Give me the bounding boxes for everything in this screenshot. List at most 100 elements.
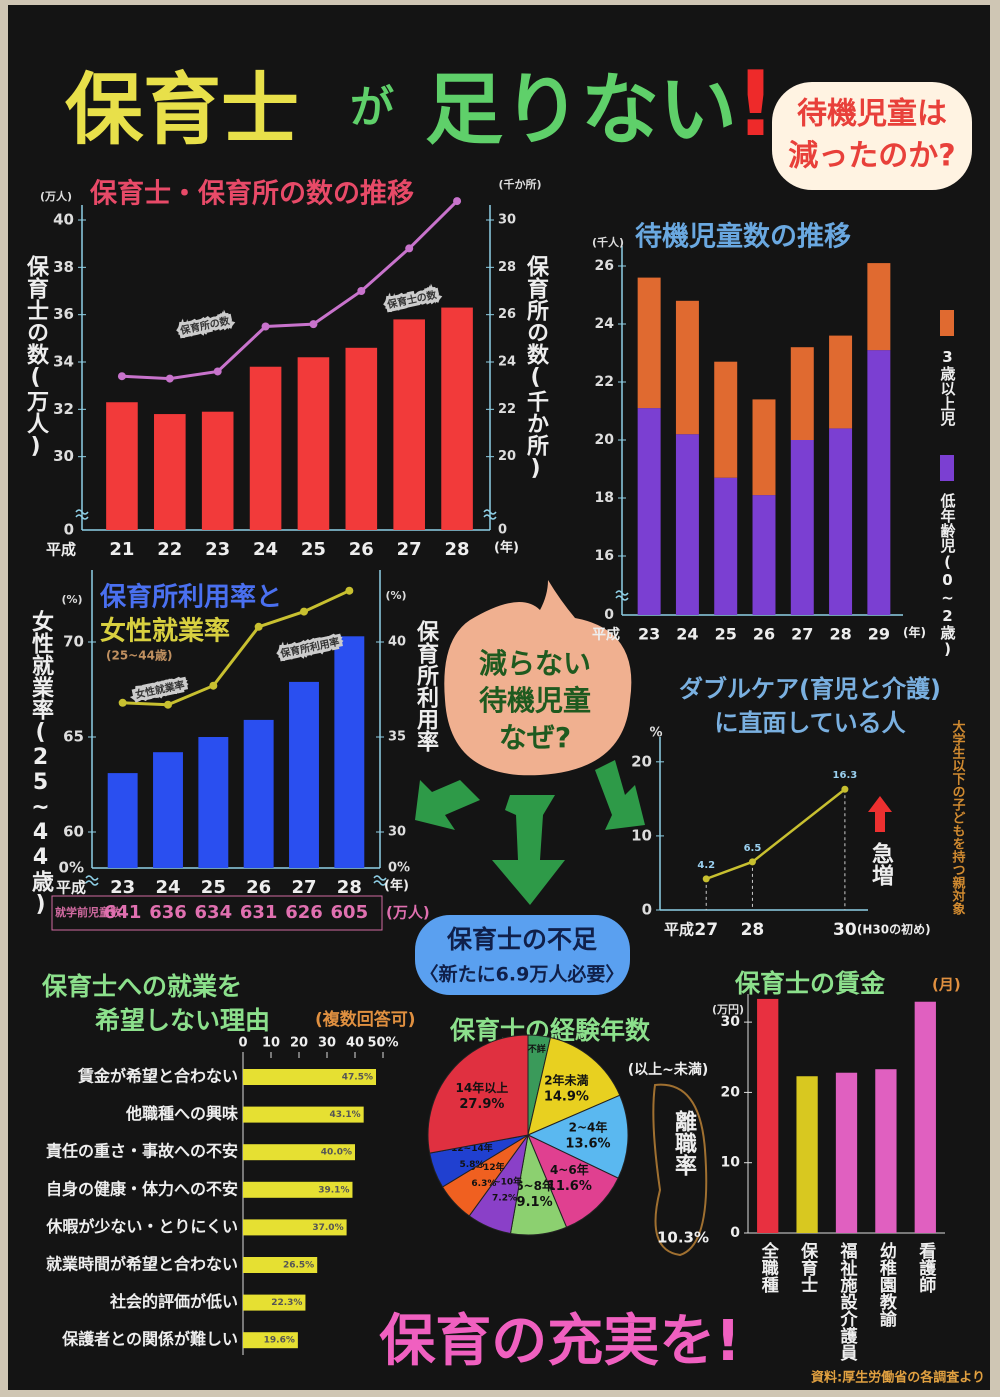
legend-swatch xyxy=(940,310,954,336)
chart-title: に直面している人 xyxy=(714,709,905,737)
bar-segment xyxy=(829,428,853,615)
chart-title-suffix: (月) xyxy=(932,976,961,994)
value-label: 22.3% xyxy=(271,1298,302,1308)
bar-segment xyxy=(714,477,738,615)
bar-segment xyxy=(867,263,891,351)
bar xyxy=(154,414,186,530)
arrow xyxy=(492,795,565,905)
origin-label: 0% xyxy=(388,861,410,876)
y2-label: 保育所の数(千か所) xyxy=(523,255,550,481)
bar xyxy=(334,636,365,868)
line-point xyxy=(117,372,126,381)
table-unit: (万人) xyxy=(386,904,430,922)
pie-slice xyxy=(527,1133,619,1228)
title-part: 足りない xyxy=(425,65,737,155)
slice-value: 14.9% xyxy=(544,1089,589,1104)
slice-value: 27.9% xyxy=(459,1097,504,1112)
y2-tick-label: 26 xyxy=(498,307,516,322)
data-label: 16.3 xyxy=(833,770,858,781)
x-tick-label: 全職種 xyxy=(758,1241,780,1294)
bar xyxy=(345,347,378,530)
x-unit: (年) xyxy=(903,625,926,640)
x-tick-label: 20 xyxy=(290,1036,308,1051)
chart-title: 保育士の賃金 xyxy=(734,969,886,998)
pie-slice xyxy=(527,1036,621,1136)
bar xyxy=(875,1069,897,1233)
up-arrow xyxy=(868,796,892,832)
y-tick-label: 20 xyxy=(631,752,652,770)
category-label: 他職種への興味 xyxy=(125,1104,238,1123)
line-point xyxy=(357,287,366,295)
x-prefix: 平成 xyxy=(664,921,694,939)
y-tick-label: 60 xyxy=(63,823,84,841)
line-point xyxy=(309,320,318,329)
legend-swatch xyxy=(940,455,954,481)
x-tick-label: 40 xyxy=(346,1036,364,1051)
y-tick-label: 40 xyxy=(53,211,74,229)
table-cell: 636 xyxy=(149,902,187,923)
value-label: 43.1% xyxy=(329,1110,360,1120)
bar xyxy=(441,307,473,530)
y-tick-label: 34 xyxy=(53,353,74,371)
y-tick-label: 18 xyxy=(595,490,614,506)
question-text: 待機児童は xyxy=(797,97,947,132)
source: 資料:厚生労働省の各調査より xyxy=(811,1370,985,1386)
x-tick-label: 保育士 xyxy=(797,1241,819,1293)
slice-value: 13.6% xyxy=(565,1137,610,1152)
x-tick-label: 23 xyxy=(638,625,660,644)
x-tick-label: 25 xyxy=(715,625,737,644)
bar-segment xyxy=(637,408,661,615)
pie-slice xyxy=(526,1094,629,1179)
y-unit: (万円) xyxy=(712,1003,744,1016)
x-prefix: 平成 xyxy=(592,626,620,643)
x-tick-label: 10 xyxy=(262,1036,280,1051)
chart-title: 保育士への就業を xyxy=(41,972,242,1001)
category-label: 休暇が少ない・とりにくい xyxy=(45,1217,238,1236)
origin-label: 0 xyxy=(498,523,507,538)
bar xyxy=(243,1181,353,1198)
x-tick-label: 0 xyxy=(238,1036,247,1051)
slice-value: 6.3% xyxy=(471,1179,496,1189)
axis-break xyxy=(615,590,629,601)
table-cell: 605 xyxy=(331,902,369,923)
bar xyxy=(796,1076,818,1233)
y-unit: (千人) xyxy=(592,235,624,249)
table-box xyxy=(51,895,383,931)
table-cell: 626 xyxy=(285,902,323,923)
chart-title: 待機児童数の推移 xyxy=(635,221,851,253)
x-note: (H30の初め) xyxy=(857,922,931,937)
y-tick-label: 32 xyxy=(53,400,74,418)
value-label: 37.0% xyxy=(312,1223,343,1233)
x-tick-label: 26 xyxy=(753,625,775,644)
annotation: 大学生以下の子どもを持つ親対象 xyxy=(950,719,967,916)
title-part: が xyxy=(350,82,394,133)
question-text: 減ったのか? xyxy=(788,139,955,174)
line-point xyxy=(300,607,308,616)
bar-segment xyxy=(867,350,891,615)
bubble-text: なぜ? xyxy=(499,721,571,754)
y-tick-label: 22 xyxy=(595,374,614,390)
y-tick-label: 0 xyxy=(730,1225,740,1241)
line-point xyxy=(164,700,172,709)
line-point xyxy=(209,681,218,690)
x-unit: (年) xyxy=(494,540,519,556)
shortage-box xyxy=(415,915,630,995)
y2-unit: (%) xyxy=(385,589,406,602)
legend-label: 3歳以上児 xyxy=(939,348,957,427)
value-label: 39.1% xyxy=(318,1185,349,1195)
y-tick-label: 0 xyxy=(642,901,652,919)
x-tick-label: 25 xyxy=(301,539,326,560)
y-tick-label: 26 xyxy=(595,258,614,274)
y2-tick-label: 30 xyxy=(498,213,516,228)
x-tick-label: 23 xyxy=(110,877,135,898)
y-tick-label: 30 xyxy=(721,1014,741,1030)
axis-break xyxy=(373,875,387,886)
annotation-value: 10.3% xyxy=(657,1229,709,1247)
annotation: 急増 xyxy=(868,841,894,887)
bar xyxy=(249,366,282,530)
table-cell: 631 xyxy=(240,902,278,923)
chart-title: 希望しない理由 xyxy=(95,1006,270,1035)
table-header: 就学前児童数 xyxy=(55,905,122,919)
y-unit: (%) xyxy=(61,593,82,606)
category-label: 社会的評価が低い xyxy=(109,1292,238,1311)
